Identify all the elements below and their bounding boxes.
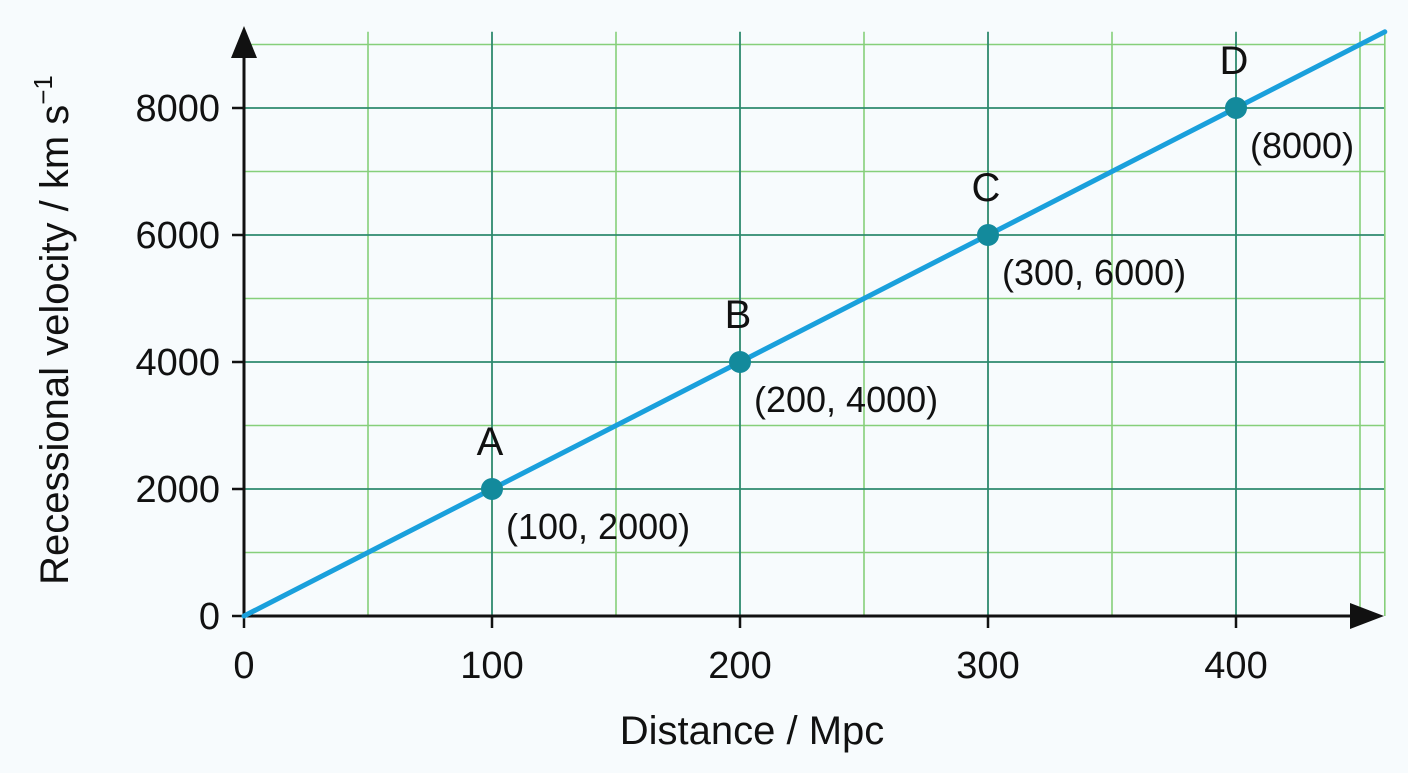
point-letter-b: B <box>725 293 752 337</box>
series <box>241 29 1388 619</box>
point-coord-label-b: (200, 4000) <box>754 379 938 420</box>
point-coord-label-d: (8000) <box>1250 125 1354 166</box>
data-point-d <box>1225 97 1247 119</box>
data-point-b <box>729 351 751 373</box>
y-tick-label: 2000 <box>135 469 220 511</box>
y-tick-label: 0 <box>199 596 220 638</box>
series-line <box>241 29 1388 619</box>
y-axis-title-superscript: −1 <box>28 75 58 105</box>
x-tick-label: 400 <box>1204 645 1267 687</box>
point-coord-label-c: (300, 6000) <box>1002 252 1186 293</box>
y-tick-label: 6000 <box>135 215 220 257</box>
x-tick-label: 100 <box>460 645 523 687</box>
x-axis-arrow <box>1350 603 1384 629</box>
data-point-a <box>481 478 503 500</box>
point-letter-a: A <box>477 420 504 464</box>
y-axis-arrow <box>231 26 257 58</box>
y-tick-label: 8000 <box>135 88 220 130</box>
y-axis-title-main: Recessional velocity / km s <box>33 105 77 585</box>
point-coord-label-a: (100, 2000) <box>506 506 690 547</box>
axes <box>231 26 1384 629</box>
point-letter-d: D <box>1220 39 1249 83</box>
y-axis-title: Recessional velocity / km s−1 <box>28 75 77 585</box>
x-tick-label: 200 <box>708 645 771 687</box>
data-point-c <box>977 224 999 246</box>
x-tick-label: 300 <box>956 645 1019 687</box>
grid <box>244 31 1386 616</box>
labels: Distance / Mpc Recessional velocity / km… <box>28 39 1354 753</box>
x-tick-label: 0 <box>233 645 254 687</box>
y-tick-label: 4000 <box>135 342 220 384</box>
x-axis-title: Distance / Mpc <box>620 709 885 753</box>
point-letter-c: C <box>972 166 1001 210</box>
